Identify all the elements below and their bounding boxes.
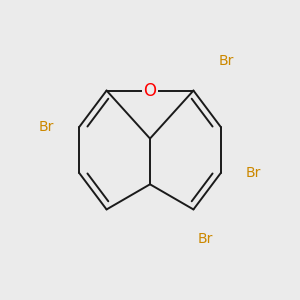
Text: Br: Br: [39, 120, 54, 134]
Text: Br: Br: [246, 166, 261, 180]
Text: Br: Br: [219, 54, 234, 68]
Text: Br: Br: [197, 232, 213, 246]
Text: O: O: [143, 82, 157, 100]
